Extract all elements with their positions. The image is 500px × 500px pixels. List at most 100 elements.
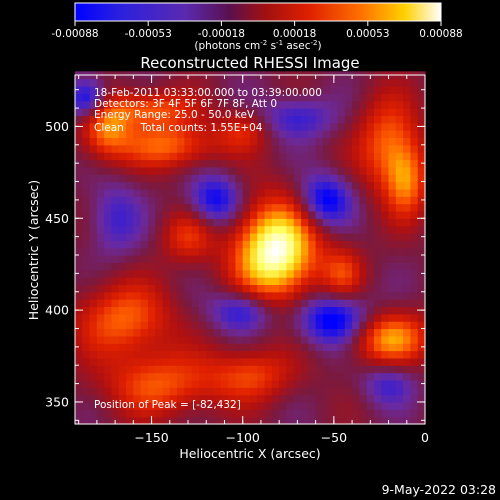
heatmap-cell (191, 122, 200, 131)
heatmap-cell (89, 306, 98, 315)
heatmap-cell (162, 262, 171, 271)
heatmap-cell (381, 159, 390, 168)
heatmap-cell (359, 181, 368, 190)
heatmap-cell (417, 174, 426, 183)
heatmap-cell (366, 387, 375, 396)
heatmap-cell (410, 409, 419, 418)
heatmap-cell (147, 159, 156, 168)
heatmap-cell (213, 401, 222, 410)
heatmap-cell (264, 416, 273, 425)
heatmap-cell (89, 240, 98, 249)
heatmap-cell (242, 269, 251, 278)
heatmap-cell (337, 291, 346, 300)
heatmap-cell (301, 130, 309, 139)
heatmap-cell (184, 321, 193, 330)
heatmap-cell (147, 350, 156, 359)
heatmap-cell (191, 343, 200, 352)
heatmap-cell (264, 262, 273, 271)
heatmap-cell (133, 255, 142, 263)
heatmap-cell (301, 159, 309, 168)
heatmap-cell (75, 218, 83, 227)
heatmap-cell (126, 306, 134, 315)
heatmap-cell (271, 357, 280, 366)
heatmap-cell (118, 247, 127, 256)
heatmap-cell (206, 108, 215, 117)
heatmap-cell (82, 350, 91, 359)
heatmap-cell (286, 313, 295, 322)
heatmap-cell (162, 291, 171, 300)
heatmap-cell (184, 174, 193, 183)
heatmap-cell (403, 335, 412, 344)
heatmap-cell (315, 232, 324, 241)
heatmap-cell (184, 93, 193, 102)
heatmap-cell (388, 284, 397, 293)
heatmap-cell (104, 166, 113, 175)
heatmap-cell (264, 255, 273, 263)
heatmap-cell (330, 203, 339, 212)
heatmap-cell (403, 357, 412, 366)
heatmap-cell (220, 335, 229, 344)
heatmap-cell (75, 181, 83, 190)
heatmap-cell (344, 321, 353, 330)
heatmap-cell (308, 284, 317, 293)
heatmap-cell (104, 218, 113, 227)
heatmap-cell (89, 401, 98, 410)
heatmap-cell (373, 86, 382, 94)
heatmap-cell (228, 196, 237, 205)
heatmap-cell (352, 203, 360, 212)
heatmap-cell (344, 350, 353, 359)
heatmap-cell (213, 372, 222, 381)
heatmap-cell (410, 401, 419, 410)
heatmap-cell (82, 203, 91, 212)
heatmap-cell (133, 299, 142, 308)
annotation-energy-range: Energy Range: 25.0 - 50.0 keV (94, 109, 255, 121)
heatmap-cell (395, 93, 404, 102)
heatmap-cell (96, 130, 105, 139)
heatmap-cell (366, 210, 375, 219)
heatmap-cell (228, 137, 237, 146)
heatmap-cell (257, 401, 266, 410)
heatmap-cell (250, 394, 258, 403)
heatmap-cell (279, 203, 288, 212)
heatmap-cell (177, 343, 185, 352)
heatmap-cell (359, 291, 368, 300)
heatmap-cell (89, 269, 98, 278)
heatmap-cell (169, 78, 178, 87)
heatmap-cell (271, 247, 280, 256)
heatmap-cell (388, 203, 397, 212)
heatmap-cell (264, 122, 273, 131)
colorbar-tick-label: 0.00018 (273, 28, 316, 40)
heatmap-cell (417, 357, 426, 366)
heatmap-cell (308, 394, 317, 403)
heatmap-cell (410, 365, 419, 374)
heatmap-cell (155, 291, 164, 300)
heatmap-cell (184, 401, 193, 410)
heatmap-cell (337, 218, 346, 227)
heatmap-cell (373, 379, 382, 388)
heatmap-cell (82, 196, 91, 205)
heatmap-cell (75, 115, 83, 124)
heatmap-cell (184, 255, 193, 263)
heatmap-cell (162, 174, 171, 183)
heatmap-cell (213, 225, 222, 234)
heatmap-cell (301, 108, 309, 117)
heatmap-cell (162, 284, 171, 293)
heatmap-cell (126, 416, 134, 425)
heatmap-cell (96, 152, 105, 161)
heatmap-cell (82, 247, 91, 256)
heatmap-cell (96, 188, 105, 197)
heatmap-cell (104, 86, 113, 94)
heatmap-cell (410, 159, 419, 168)
heatmap-cell (410, 108, 419, 117)
heatmap-cell (104, 144, 113, 153)
heatmap-cell (301, 365, 309, 374)
heatmap-cell (191, 240, 200, 249)
heatmap-cell (373, 284, 382, 293)
heatmap-cell (250, 137, 258, 146)
heatmap-cell (169, 166, 178, 175)
heatmap-cell (184, 166, 193, 175)
heatmap-cell (177, 299, 185, 308)
heatmap-cell (126, 379, 134, 388)
heatmap-cell (417, 387, 426, 396)
heatmap-cell (111, 93, 120, 102)
